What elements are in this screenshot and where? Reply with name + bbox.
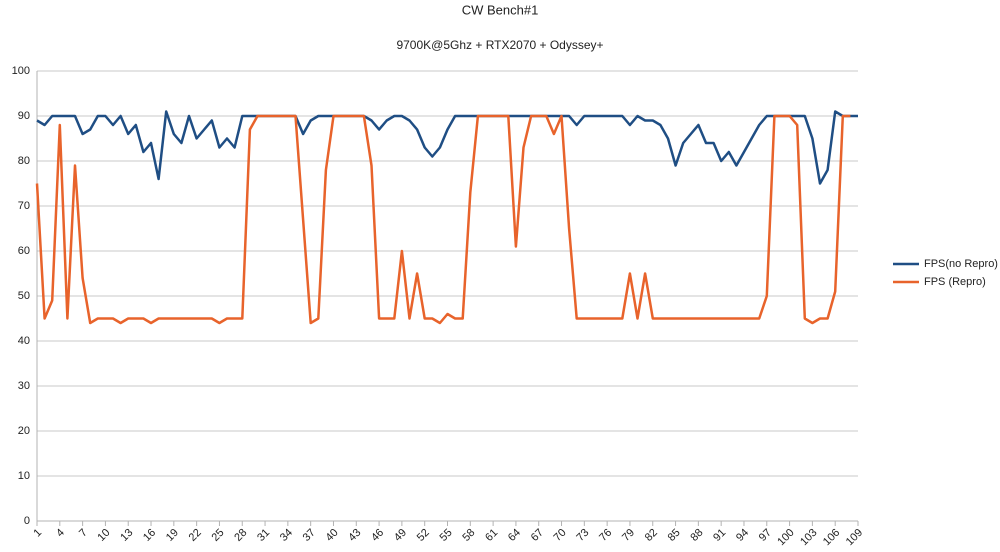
y-tick-label: 20 xyxy=(18,425,30,437)
x-tick-label: 4 xyxy=(54,527,67,540)
x-tick-label: 55 xyxy=(438,527,455,544)
x-tick-label: 37 xyxy=(301,527,318,544)
x-tick-label: 88 xyxy=(688,527,705,544)
x-tick-label: 82 xyxy=(643,527,660,544)
x-tick-label: 22 xyxy=(187,527,204,544)
x-tick-label: 13 xyxy=(118,527,135,544)
x-tick-label: 43 xyxy=(346,527,363,544)
series-line xyxy=(36,110,858,185)
x-tick-label: 34 xyxy=(278,527,295,544)
x-tick-label: 91 xyxy=(711,527,728,544)
x-tick-label: 31 xyxy=(255,527,272,544)
y-tick-label: 40 xyxy=(18,335,30,347)
x-tick-label: 79 xyxy=(620,527,637,544)
x-tick-label: 109 xyxy=(844,527,865,548)
x-tick-label: 16 xyxy=(141,527,158,544)
y-tick-label: 80 xyxy=(18,155,30,167)
x-tick-label: 94 xyxy=(734,527,751,544)
series-line xyxy=(35,114,851,325)
x-tick-label: 100 xyxy=(775,527,796,548)
x-tick-label: 19 xyxy=(164,527,181,544)
x-tick-label: 106 xyxy=(821,527,842,548)
legend-label: FPS(no Repro) xyxy=(924,258,998,270)
x-tick-label: 85 xyxy=(666,527,683,544)
x-tick-label: 49 xyxy=(392,527,409,544)
x-tick-label: 73 xyxy=(574,527,591,544)
x-tick-label: 67 xyxy=(529,527,546,544)
y-tick-label: 70 xyxy=(18,200,30,212)
y-tick-label: 10 xyxy=(18,470,30,482)
chart-title: CW Bench#1 xyxy=(462,2,539,17)
x-tick-label: 40 xyxy=(324,527,341,544)
y-tick-label: 90 xyxy=(18,110,30,122)
y-tick-label: 0 xyxy=(24,515,30,527)
x-tick-label: 28 xyxy=(232,527,249,544)
x-tick-label: 1 xyxy=(31,527,44,540)
chart-subtitle: 9700K@5Ghz + RTX2070 + Odyssey+ xyxy=(396,38,603,52)
y-tick-label: 60 xyxy=(18,245,30,257)
y-tick-label: 30 xyxy=(18,380,30,392)
x-tick-label: 64 xyxy=(506,527,523,544)
x-tick-label: 10 xyxy=(95,527,112,544)
x-tick-label: 97 xyxy=(757,527,774,544)
legend-label: FPS (Repro) xyxy=(924,276,986,288)
x-tick-label: 76 xyxy=(597,527,614,544)
x-tick-label: 25 xyxy=(209,527,226,544)
x-tick-label: 52 xyxy=(415,527,432,544)
x-tick-label: 103 xyxy=(798,527,819,548)
x-tick-label: 58 xyxy=(460,527,477,544)
y-tick-label: 50 xyxy=(18,290,30,302)
x-tick-label: 61 xyxy=(483,527,500,544)
y-tick-label: 100 xyxy=(12,65,30,77)
x-tick-label: 46 xyxy=(369,527,386,544)
x-tick-label: 70 xyxy=(552,527,569,544)
x-tick-label: 7 xyxy=(77,527,90,540)
